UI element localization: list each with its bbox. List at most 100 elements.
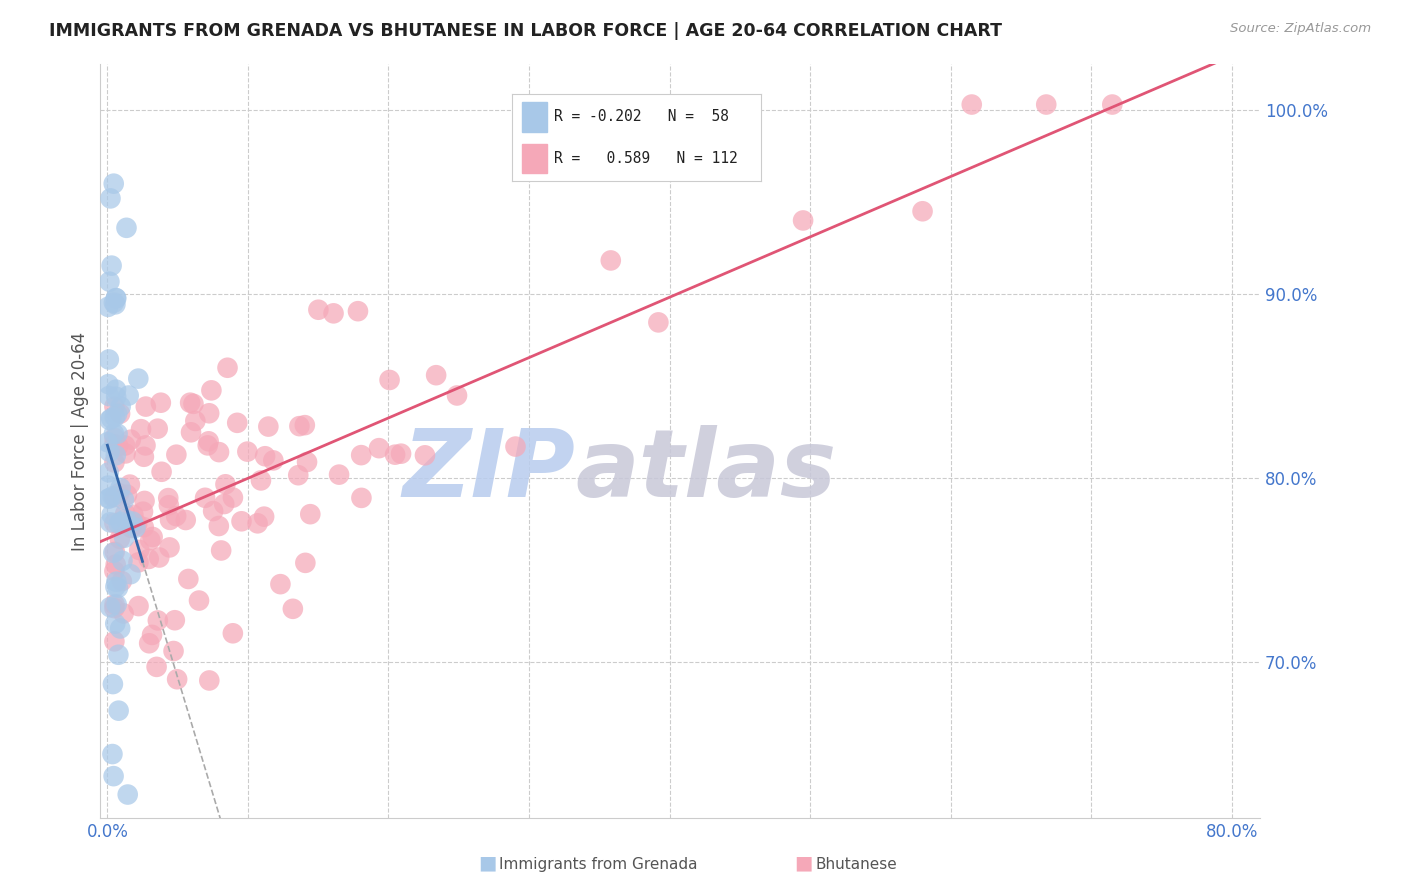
Point bbox=[120, 433, 142, 447]
Point bbox=[197, 438, 219, 452]
Point bbox=[231, 514, 253, 528]
Point bbox=[107, 648, 129, 662]
Point bbox=[250, 474, 273, 488]
Point bbox=[347, 304, 370, 318]
Point bbox=[214, 477, 236, 491]
Point bbox=[294, 556, 316, 570]
Point bbox=[103, 564, 125, 578]
Text: IMMIGRANTS FROM GRENADA VS BHUTANESE IN LABOR FORCE | AGE 20-64 CORRELATION CHAR: IMMIGRANTS FROM GRENADA VS BHUTANESE IN … bbox=[49, 22, 1002, 40]
Point bbox=[98, 389, 121, 403]
Point bbox=[105, 291, 128, 305]
Point bbox=[97, 377, 120, 392]
Point bbox=[101, 677, 124, 691]
Point bbox=[163, 613, 186, 627]
Point bbox=[198, 673, 221, 688]
Point bbox=[159, 541, 181, 555]
Point bbox=[104, 580, 127, 594]
Point bbox=[132, 505, 155, 519]
Point bbox=[112, 492, 135, 507]
Point bbox=[108, 532, 131, 546]
Point bbox=[328, 467, 350, 482]
Point bbox=[97, 435, 120, 450]
Point bbox=[98, 445, 121, 459]
Point bbox=[960, 97, 983, 112]
Point bbox=[101, 747, 124, 761]
Point bbox=[269, 577, 291, 591]
Text: Bhutanese: Bhutanese bbox=[815, 857, 897, 872]
Point bbox=[647, 315, 669, 329]
Point bbox=[599, 253, 621, 268]
Point bbox=[111, 554, 134, 568]
Point bbox=[98, 275, 121, 289]
Point bbox=[120, 521, 142, 535]
Point bbox=[194, 491, 217, 505]
Point bbox=[105, 407, 128, 421]
Point bbox=[105, 390, 128, 404]
Point bbox=[104, 291, 127, 305]
Point bbox=[107, 704, 129, 718]
Point bbox=[288, 419, 311, 434]
Point bbox=[103, 598, 125, 612]
Point bbox=[103, 516, 125, 530]
Point bbox=[162, 644, 184, 658]
Point bbox=[98, 600, 121, 615]
Point bbox=[103, 490, 125, 504]
Point bbox=[295, 455, 318, 469]
Point bbox=[121, 515, 143, 529]
Point bbox=[105, 598, 128, 612]
Point bbox=[112, 531, 135, 545]
Point bbox=[183, 397, 205, 411]
Point bbox=[148, 550, 170, 565]
Point bbox=[159, 513, 181, 527]
Point bbox=[134, 494, 156, 508]
Point bbox=[157, 498, 180, 512]
Point bbox=[103, 634, 125, 648]
Point bbox=[98, 413, 121, 427]
Point bbox=[165, 448, 187, 462]
Point bbox=[107, 581, 129, 595]
Point bbox=[208, 445, 231, 459]
Point bbox=[110, 400, 132, 414]
Point bbox=[141, 628, 163, 642]
Point bbox=[413, 448, 436, 462]
Point bbox=[384, 448, 406, 462]
Point bbox=[368, 441, 391, 455]
Point bbox=[157, 491, 180, 505]
Point bbox=[115, 220, 138, 235]
Point bbox=[103, 295, 125, 310]
Point bbox=[114, 446, 136, 460]
Point bbox=[145, 660, 167, 674]
Point bbox=[115, 488, 138, 502]
Point bbox=[174, 513, 197, 527]
Point bbox=[350, 448, 373, 462]
Point bbox=[117, 788, 139, 802]
Point bbox=[103, 769, 125, 783]
Point bbox=[114, 507, 136, 521]
Point bbox=[104, 558, 127, 572]
Point bbox=[100, 411, 122, 425]
Point bbox=[104, 545, 127, 559]
Point bbox=[146, 422, 169, 436]
Point bbox=[108, 486, 131, 500]
Point bbox=[425, 368, 447, 383]
Point bbox=[132, 450, 155, 464]
Point bbox=[110, 515, 132, 529]
Point bbox=[108, 407, 131, 421]
Point bbox=[299, 507, 322, 521]
Point bbox=[222, 491, 245, 505]
Point bbox=[200, 384, 222, 398]
Point bbox=[104, 616, 127, 631]
Point bbox=[212, 497, 235, 511]
Point bbox=[236, 444, 259, 458]
Point bbox=[134, 438, 156, 452]
Text: ZIP: ZIP bbox=[404, 425, 575, 517]
Point bbox=[138, 552, 160, 566]
Point bbox=[105, 383, 128, 397]
Point bbox=[287, 468, 309, 483]
Point bbox=[142, 530, 165, 544]
Point bbox=[111, 574, 134, 588]
Point bbox=[103, 431, 125, 445]
Point bbox=[118, 477, 141, 491]
Point bbox=[166, 672, 188, 686]
Point bbox=[129, 422, 152, 436]
